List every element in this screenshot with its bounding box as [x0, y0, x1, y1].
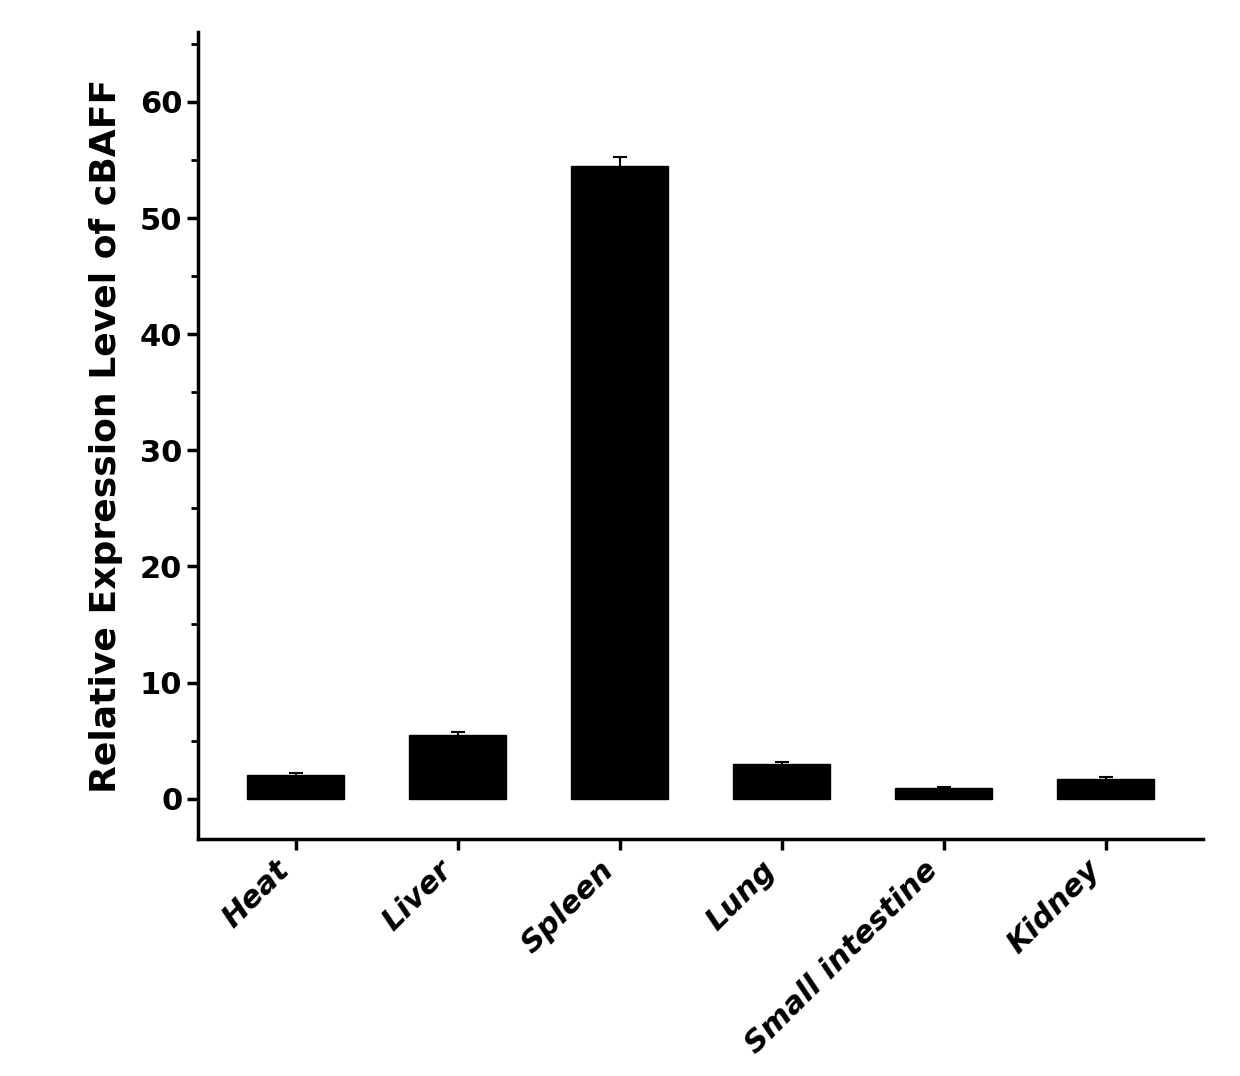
Bar	[733, 764, 831, 798]
Bar	[895, 789, 992, 798]
Bar	[570, 166, 668, 798]
Bar	[247, 776, 345, 798]
Bar	[1056, 779, 1154, 798]
Y-axis label: Relative Expression Level of cBAFF: Relative Expression Level of cBAFF	[89, 79, 123, 793]
Bar	[409, 735, 506, 798]
